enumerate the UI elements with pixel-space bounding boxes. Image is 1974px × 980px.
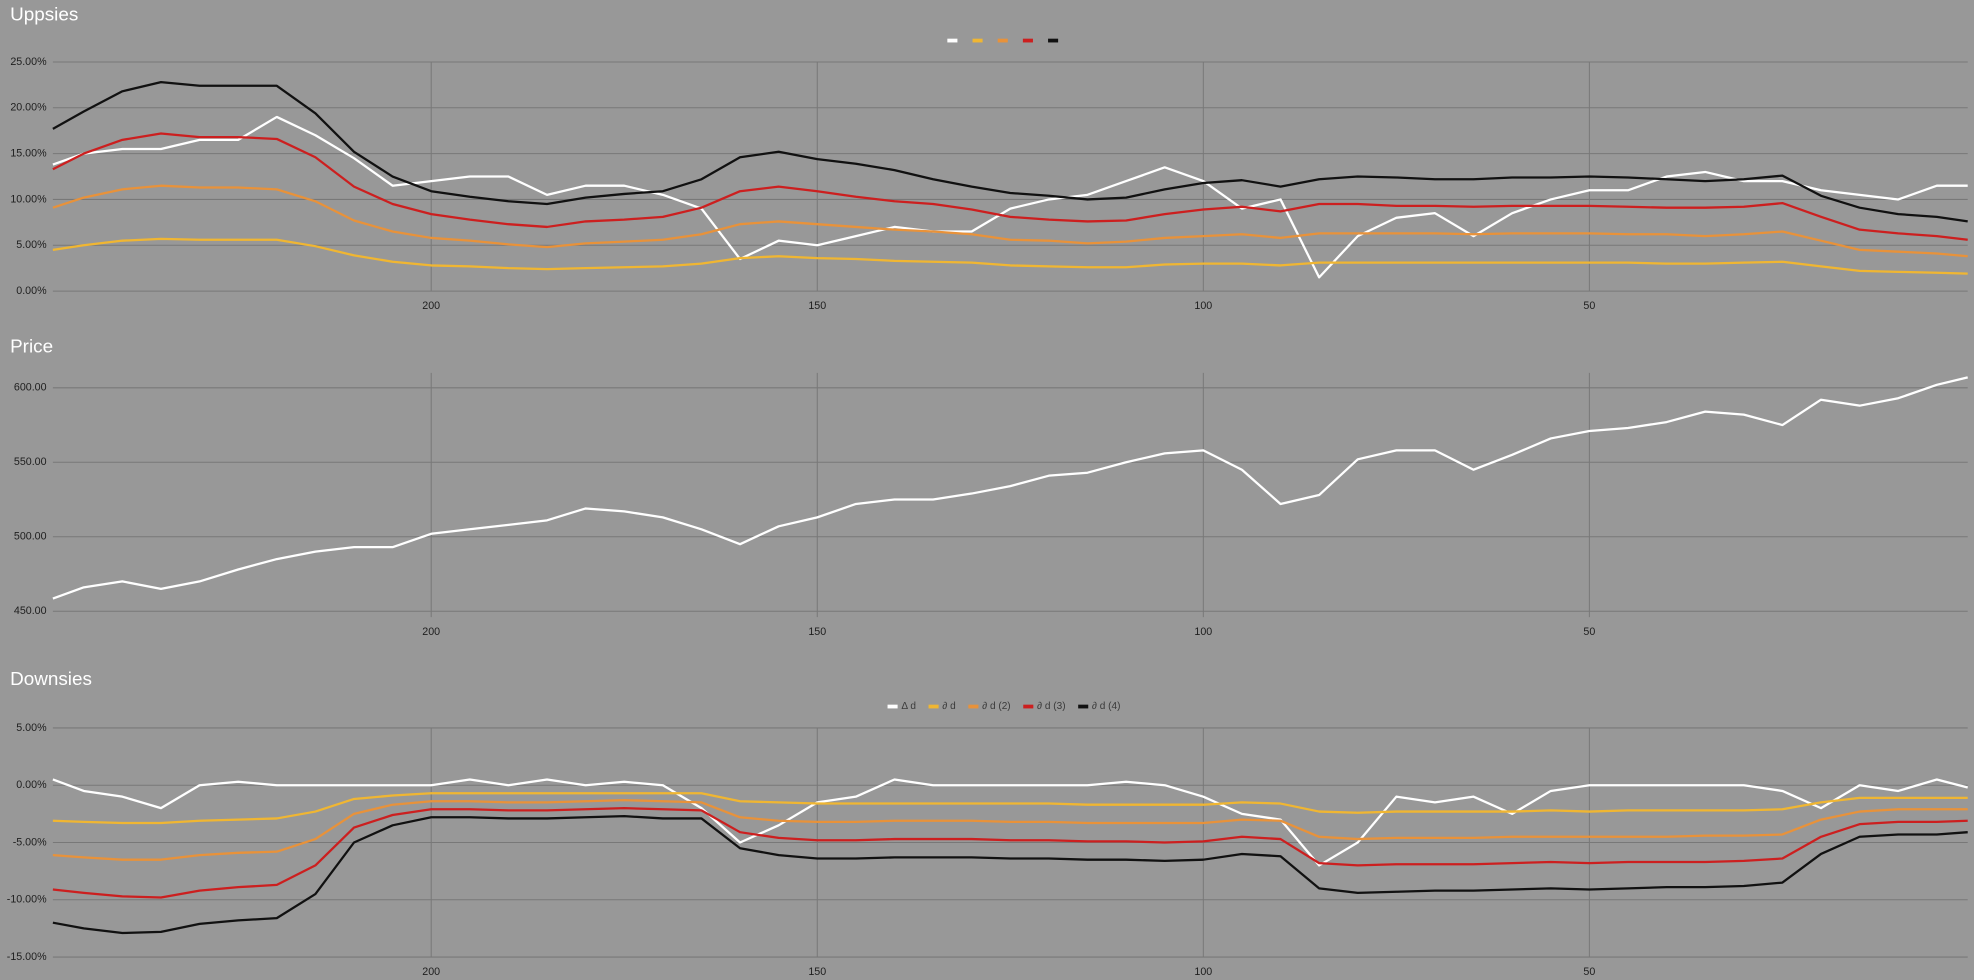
x-tick-label: 200 bbox=[422, 966, 440, 978]
legend-label: ∂ d (3) bbox=[1037, 701, 1065, 712]
series-line bbox=[52, 815, 1968, 935]
legend-swatch bbox=[997, 38, 1008, 43]
y-tick-label: 450.00 bbox=[14, 605, 47, 617]
legend-swatch bbox=[1048, 38, 1059, 43]
y-tick-label: 600.00 bbox=[14, 382, 47, 394]
legend-swatch bbox=[972, 38, 983, 43]
x-tick-label: 100 bbox=[1194, 966, 1212, 978]
legend-swatch bbox=[887, 704, 898, 709]
y-tick-label: 5.00% bbox=[16, 722, 47, 734]
x-tick-label: 150 bbox=[808, 966, 826, 978]
series-line bbox=[52, 132, 1968, 241]
series-line bbox=[52, 237, 1968, 275]
y-tick-label: 5.00% bbox=[16, 239, 47, 251]
panel-title: Downsies bbox=[10, 669, 92, 690]
y-tick-label: 0.00% bbox=[16, 779, 47, 791]
legend-swatch bbox=[1078, 704, 1089, 709]
legend-label: Δ d bbox=[901, 701, 916, 712]
y-tick-label: 0.00% bbox=[16, 285, 47, 297]
legend-swatch bbox=[928, 704, 939, 709]
y-tick-label: 500.00 bbox=[14, 531, 47, 543]
panel: Uppsies 0.00% 5.00% 10.00% 15.00% 20.00% 25.00… bbox=[10, 4, 1968, 312]
legend bbox=[947, 38, 1059, 43]
legend: Δ d ∂ d ∂ d (2) ∂ d (3) ∂ d (4) bbox=[887, 701, 1120, 712]
y-tick-label: -5.00% bbox=[13, 836, 47, 848]
legend-label: ∂ d (2) bbox=[982, 701, 1010, 712]
y-tick-label: 10.00% bbox=[10, 193, 47, 205]
x-tick-label: 100 bbox=[1194, 300, 1212, 312]
panel: Downsies -15.00% -10.00% -5.00% 0.00% 5.00% 20… bbox=[7, 669, 1968, 978]
legend-label: ∂ d bbox=[942, 701, 955, 712]
series-line bbox=[52, 792, 1968, 825]
x-tick-label: 50 bbox=[1583, 626, 1595, 638]
series-line bbox=[52, 80, 1968, 223]
x-tick-label: 50 bbox=[1583, 966, 1595, 978]
legend-swatch bbox=[1023, 704, 1034, 709]
series-line bbox=[52, 806, 1968, 899]
y-tick-label: 25.00% bbox=[10, 56, 47, 68]
x-tick-label: 150 bbox=[808, 300, 826, 312]
legend-swatch bbox=[968, 704, 979, 709]
series-line bbox=[52, 184, 1968, 258]
panel: Price 450.00 500.00 550.00 600.00 200 150 100 50 bbox=[10, 337, 1968, 638]
legend-swatch bbox=[947, 38, 958, 43]
panel-title: Uppsies bbox=[10, 4, 78, 25]
y-tick-label: -15.00% bbox=[7, 951, 47, 963]
legend-label: ∂ d (4) bbox=[1092, 701, 1120, 712]
x-tick-label: 50 bbox=[1583, 300, 1595, 312]
series-line bbox=[52, 778, 1968, 867]
y-tick-label: 15.00% bbox=[10, 147, 47, 159]
series-line bbox=[52, 798, 1968, 861]
x-tick-label: 100 bbox=[1194, 626, 1212, 638]
panel-title: Price bbox=[10, 337, 53, 358]
x-tick-label: 200 bbox=[422, 300, 440, 312]
legend-swatch bbox=[1022, 38, 1033, 43]
x-tick-label: 150 bbox=[808, 626, 826, 638]
y-tick-label: 20.00% bbox=[10, 102, 47, 114]
series-line bbox=[52, 376, 1968, 600]
x-tick-label: 200 bbox=[422, 626, 440, 638]
series-line bbox=[52, 115, 1968, 279]
y-tick-label: 550.00 bbox=[14, 456, 47, 468]
y-tick-label: -10.00% bbox=[7, 894, 47, 906]
